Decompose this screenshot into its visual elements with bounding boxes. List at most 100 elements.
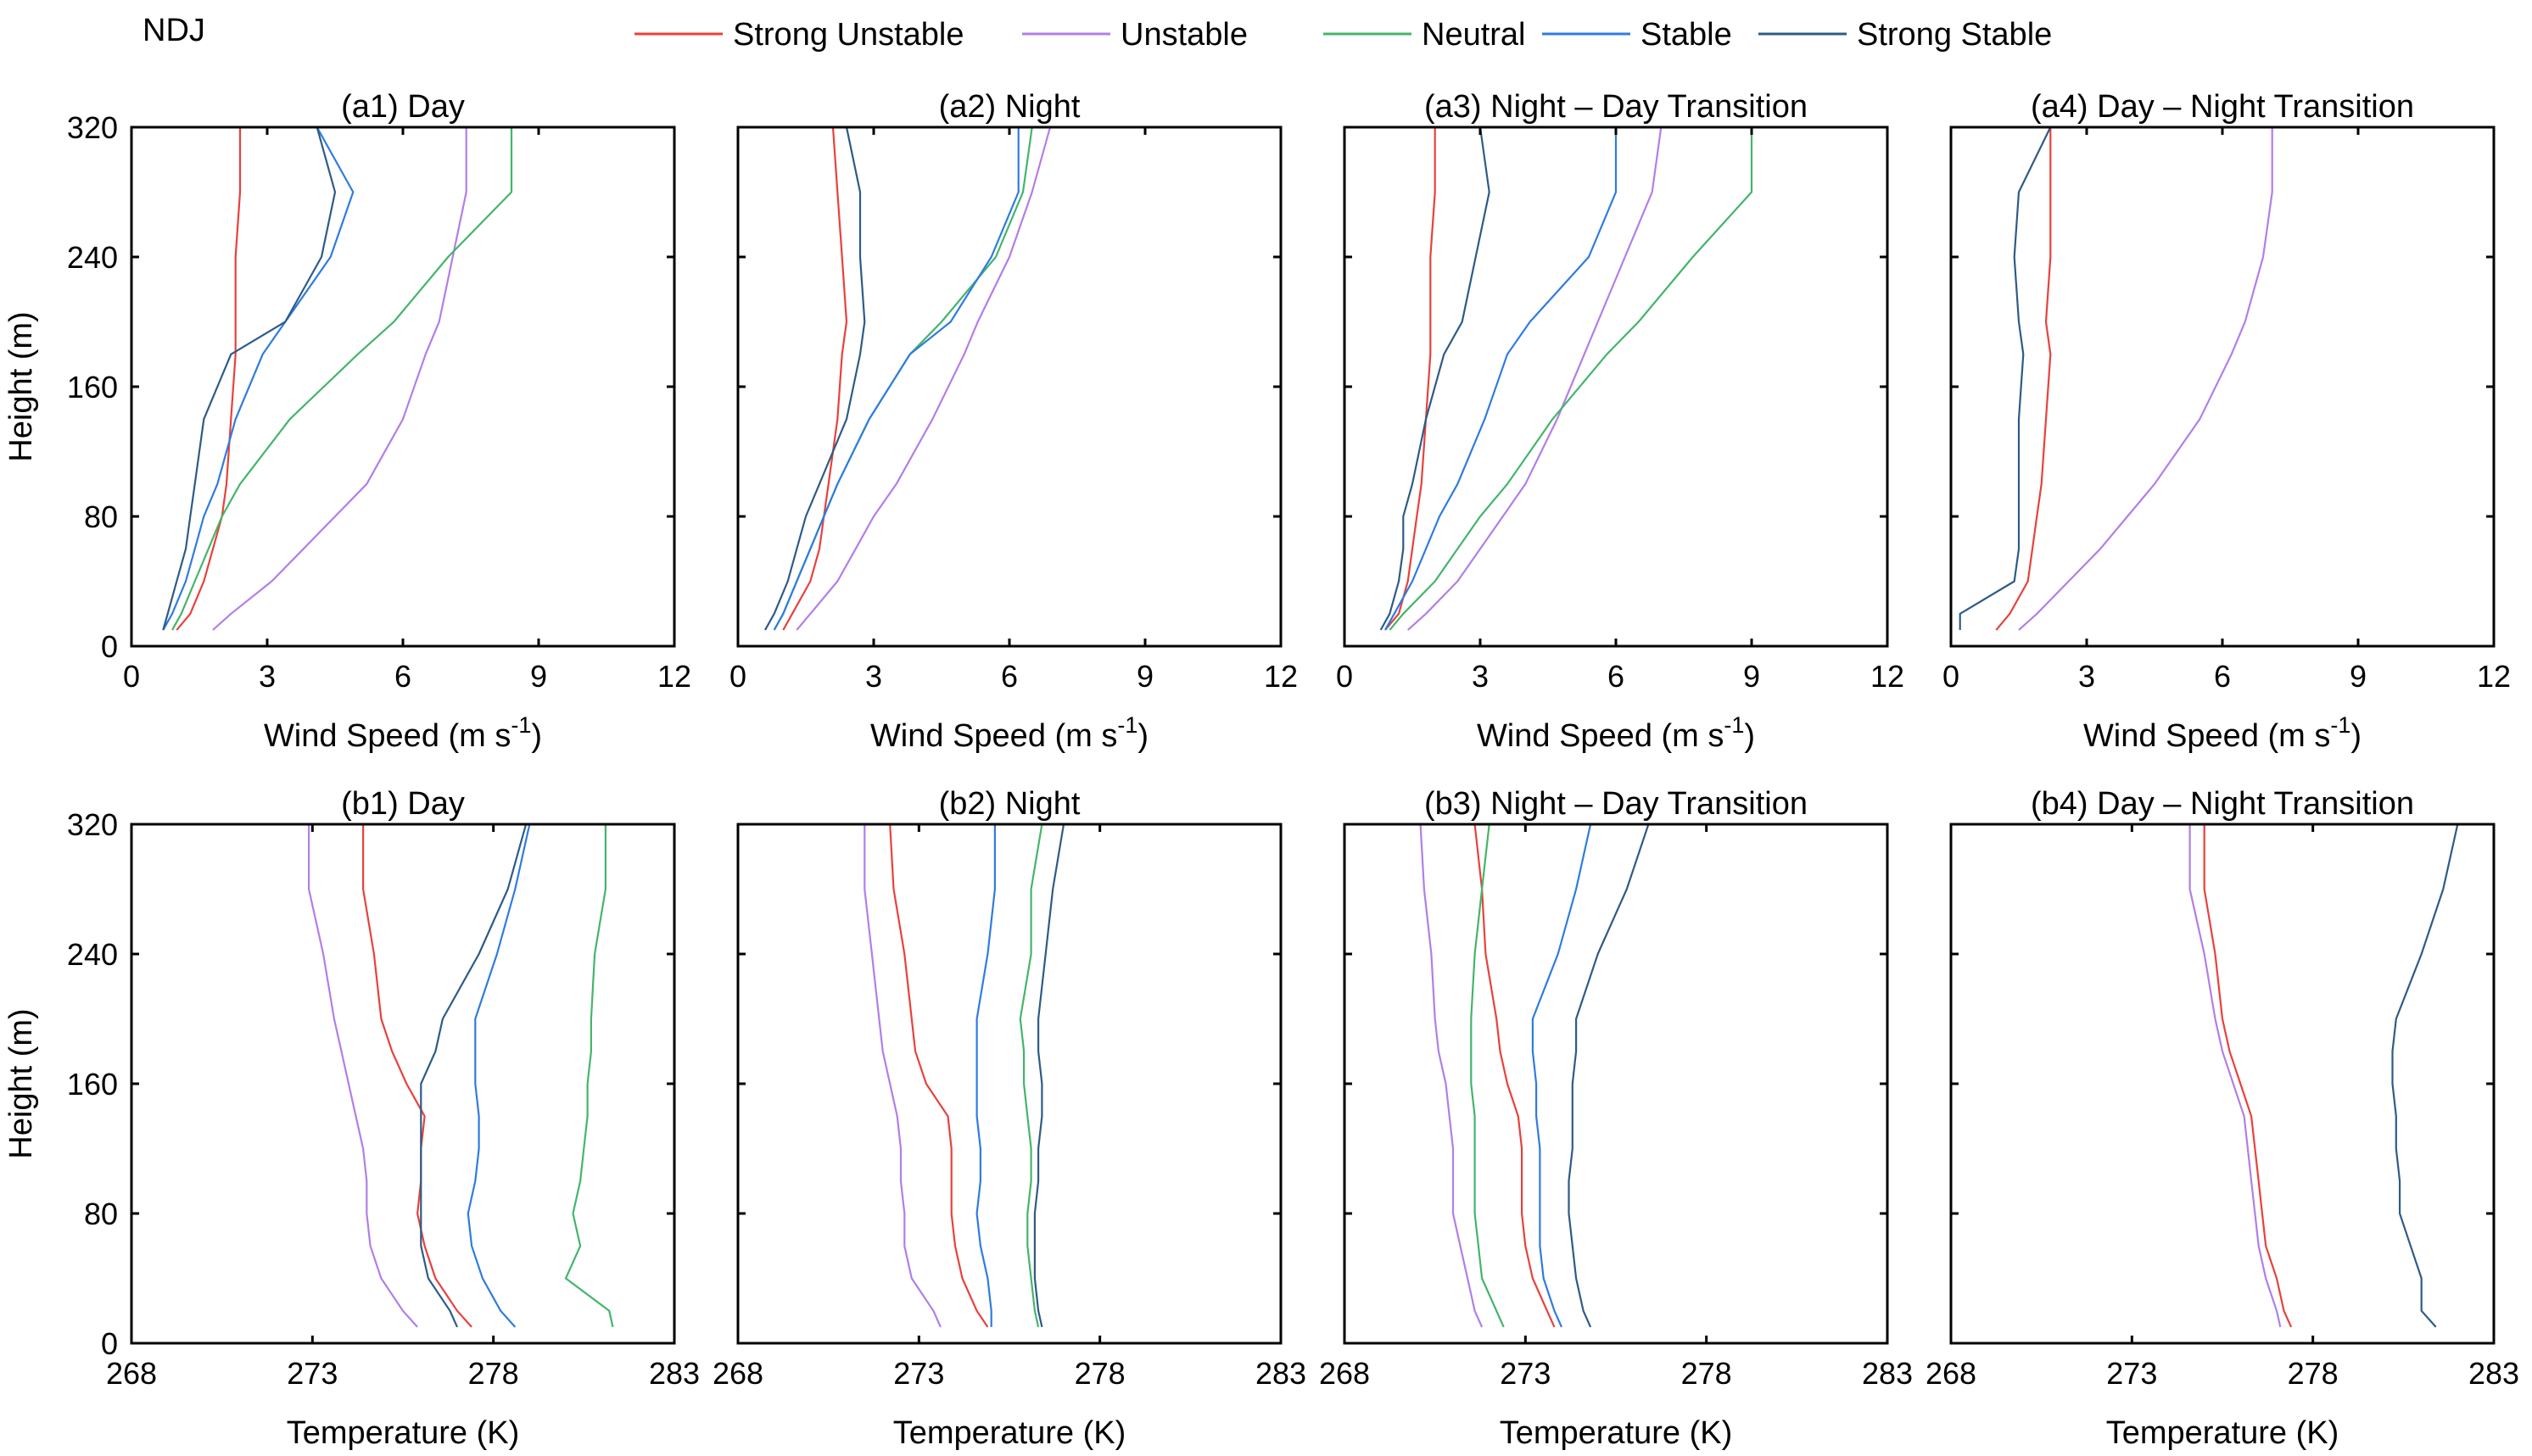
series-line-strong-unstable: [889, 823, 989, 1328]
x-axis-label: Wind Speed (m s-1): [264, 712, 542, 754]
series-line-strong-stable: [1033, 823, 1065, 1328]
panel-title: (b3) Night – Day Transition: [1424, 786, 1808, 822]
x-axis-label: Wind Speed (m s-1): [870, 712, 1149, 754]
x-tick-label: 278: [1075, 1356, 1126, 1391]
x-tick-label: 12: [1264, 659, 1298, 694]
series-line-strong-unstable: [2203, 824, 2293, 1328]
x-tick-label: 283: [649, 1356, 700, 1391]
y-axis-label: Height (m): [3, 1008, 39, 1158]
axes-box: [736, 823, 1283, 1345]
series-line-strong-unstable: [176, 127, 242, 631]
x-tick-label: 9: [530, 659, 547, 694]
series-line-neutral: [1470, 823, 1505, 1328]
x-tick-label: 12: [657, 659, 691, 694]
x-tick-label: 278: [2288, 1356, 2339, 1391]
series-line-strong-unstable: [1995, 127, 2052, 631]
axes-box: [1949, 126, 2496, 648]
series-line-strong-unstable: [1384, 127, 1436, 631]
x-tick-label: 278: [468, 1356, 519, 1391]
series-line-unstable: [796, 126, 1052, 631]
panel-5: 268 273 278 283 0 80 160 240 320 (b1) Day Temperat…: [3, 786, 700, 1451]
y-tick-label: 80: [84, 1197, 118, 1231]
series-line-stable: [467, 823, 531, 1328]
x-axis-label: Wind Speed (m s-1): [2083, 712, 2362, 754]
panel-title: (a2) Night: [939, 89, 1081, 125]
x-tick-label: 268: [106, 1356, 157, 1391]
y-tick-label: 160: [67, 1067, 118, 1102]
series-line-neutral: [1019, 823, 1043, 1328]
panel-3: 0 3 6 9 12 (a3) Night – Day Transition Wind Sp…: [1336, 89, 1904, 754]
series-line-stable: [1531, 823, 1592, 1328]
x-tick-label: 9: [1743, 659, 1760, 694]
x-tick-label: 3: [1472, 659, 1489, 694]
series-line-unstable: [2018, 127, 2273, 631]
legend: Strong Unstable Unstable Neutral Stable Stro…: [634, 17, 2052, 53]
axes-box: [1343, 126, 1889, 648]
series-line-neutral: [1389, 127, 1753, 631]
x-tick-label: 278: [1681, 1356, 1732, 1391]
y-tick-label: 0: [101, 629, 118, 664]
legend-label-1: Unstable: [1121, 17, 1248, 53]
panel-title: (b4) Day – Night Transition: [2031, 786, 2414, 822]
series-line-neutral: [171, 127, 513, 631]
axes-box: [736, 126, 1283, 648]
x-tick-label: 0: [729, 659, 746, 694]
series-line-strong-unstable: [1473, 823, 1556, 1328]
x-tick-label: 283: [1862, 1356, 1913, 1391]
x-tick-label: 268: [1926, 1356, 1976, 1391]
x-axis-label: Temperature (K): [287, 1415, 520, 1451]
x-tick-label: 6: [394, 659, 411, 694]
series-line-unstable: [212, 127, 467, 631]
series-line-unstable: [1406, 126, 1663, 631]
x-tick-label: 273: [893, 1356, 944, 1391]
x-tick-label: 0: [1336, 659, 1353, 694]
series-line-neutral: [773, 126, 1033, 631]
series-line-stable: [773, 127, 1020, 631]
x-tick-label: 9: [2350, 659, 2367, 694]
x-tick-label: 283: [2468, 1356, 2519, 1391]
x-tick-label: 268: [713, 1356, 763, 1391]
series-line-strong-stable: [1379, 126, 1490, 631]
y-tick-label: 240: [67, 240, 118, 275]
x-axis-label: Temperature (K): [2106, 1415, 2339, 1451]
y-tick-label: 80: [84, 499, 118, 534]
x-tick-label: 3: [2078, 659, 2095, 694]
series-line-unstable: [1419, 823, 1484, 1328]
panel-title: (a3) Night – Day Transition: [1424, 89, 1808, 125]
panel-7: 268 273 278 283 (b3) Night – Day Transition T…: [1319, 786, 1913, 1451]
x-tick-label: 3: [259, 659, 276, 694]
y-tick-label: 160: [67, 370, 118, 404]
series-line-strong-unstable: [362, 824, 472, 1328]
x-axis-label: Temperature (K): [1500, 1415, 1733, 1451]
panels: 0 3 6 9 12 0 80 160 240 320 (a1) Day Wind Speed (m …: [3, 89, 2519, 1451]
series-line-strong-stable: [420, 823, 528, 1328]
series-line-unstable: [2188, 824, 2282, 1328]
x-axis-label: Temperature (K): [893, 1415, 1126, 1451]
x-tick-label: 9: [1137, 659, 1154, 694]
series-line-stable: [975, 824, 997, 1327]
x-tick-label: 6: [1607, 659, 1624, 694]
x-tick-label: 0: [123, 659, 140, 694]
panel-8: 268 273 278 283 (b4) Day – Night Transition T…: [1926, 786, 2519, 1451]
series-line-strong-stable: [1959, 126, 2052, 630]
panel-1: 0 3 6 9 12 0 80 160 240 320 (a1) Day Wind Speed (m …: [3, 89, 691, 754]
series-line-strong-stable: [1568, 823, 1650, 1328]
x-tick-label: 268: [1319, 1356, 1370, 1391]
series-line-stable: [1384, 127, 1618, 631]
panel-title: (a4) Day – Night Transition: [2031, 89, 2414, 125]
x-tick-label: 0: [1942, 659, 1959, 694]
y-tick-label: 240: [67, 937, 118, 972]
axes-box: [130, 823, 676, 1345]
x-axis-label: Wind Speed (m s-1): [1477, 712, 1755, 754]
legend-label-0: Strong Unstable: [733, 17, 964, 53]
panel-title: (b1) Day: [341, 786, 465, 822]
series-line-strong-stable: [764, 126, 866, 631]
x-tick-label: 273: [2106, 1356, 2157, 1391]
legend-label-2: Neutral: [1422, 17, 1526, 53]
series-line-strong-unstable: [782, 126, 848, 631]
x-tick-label: 12: [1870, 659, 1904, 694]
x-tick-label: 6: [1001, 659, 1018, 694]
y-axis-label: Height (m): [3, 311, 39, 461]
series-line-unstable: [308, 824, 418, 1328]
